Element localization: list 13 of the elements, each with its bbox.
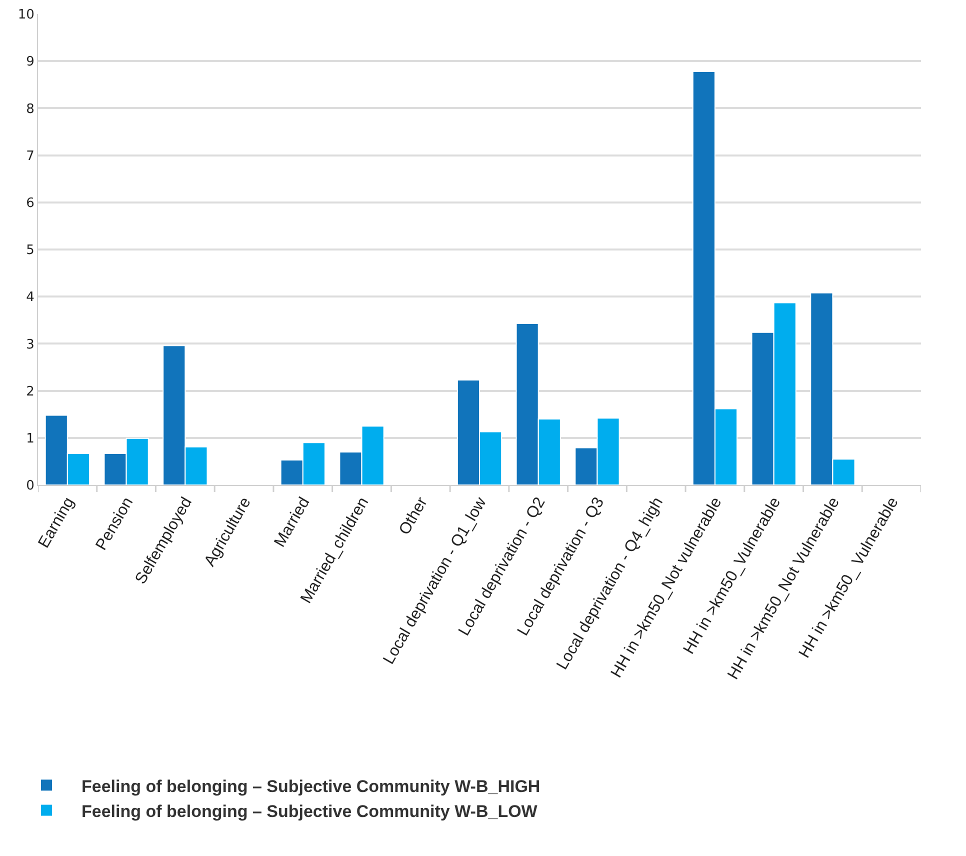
legend-label: Feeling of belonging – Subjective Community W-B_LOW [82,802,538,821]
y-tick-label: 2 [26,384,34,400]
y-tick-label: 8 [26,102,34,117]
y-tick-label: 1 [26,431,34,446]
y-tick-label: 9 [26,54,34,70]
y-tick-label: 0 [26,478,34,494]
y-tick-label: 3 [26,337,34,352]
legend-label: Feeling of belonging – Subjective Community W-B_HIGH [82,776,540,796]
y-tick-label: 10 [18,8,34,23]
y-tick-label: 7 [26,148,34,164]
y-tick-label: 4 [26,290,34,306]
y-tick-label: 6 [26,196,34,211]
y-tick-label: 5 [26,243,34,258]
